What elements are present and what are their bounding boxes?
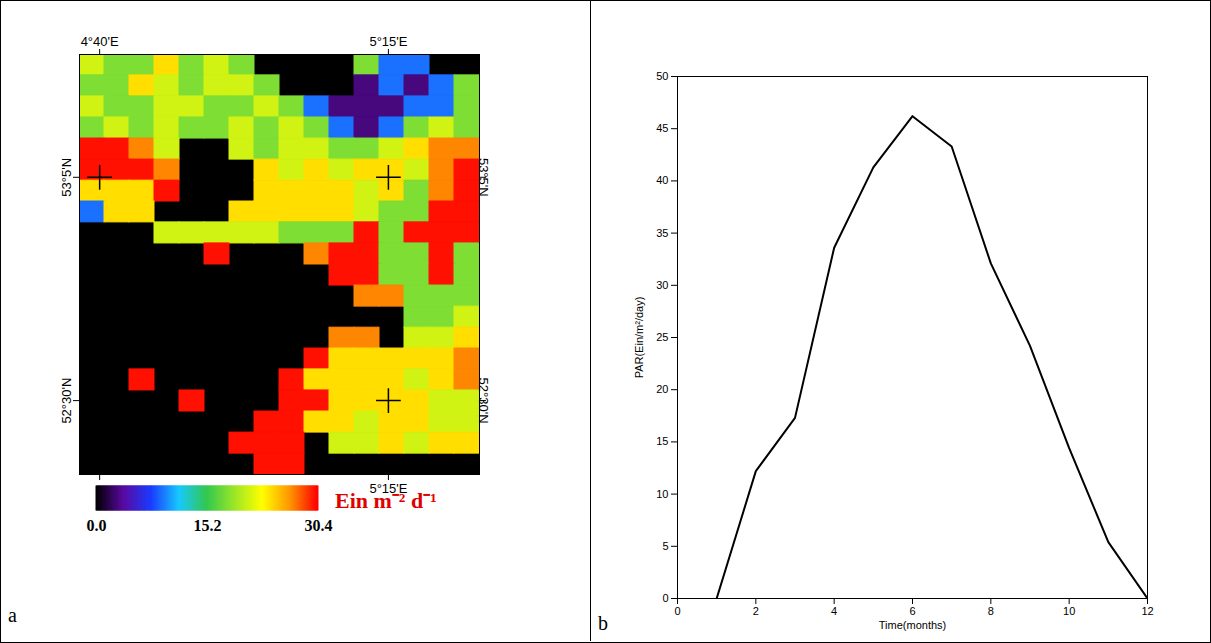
svg-text:5°15'E: 5°15'E bbox=[369, 34, 407, 49]
svg-text:53°5'N: 53°5'N bbox=[59, 158, 74, 197]
svg-text:8: 8 bbox=[988, 605, 994, 617]
svg-text:45: 45 bbox=[656, 122, 668, 134]
svg-text:15.2: 15.2 bbox=[194, 517, 222, 534]
svg-text:30: 30 bbox=[656, 279, 668, 291]
svg-text:10: 10 bbox=[1063, 605, 1075, 617]
svg-text:Time(months): Time(months) bbox=[879, 619, 946, 631]
svg-text:4: 4 bbox=[831, 605, 837, 617]
svg-text:10: 10 bbox=[656, 488, 668, 500]
svg-text:20: 20 bbox=[656, 383, 668, 395]
svg-text:52°30'N: 52°30'N bbox=[59, 378, 74, 424]
svg-text:40: 40 bbox=[656, 174, 668, 186]
svg-text:PAR(Ein/m²/day): PAR(Ein/m²/day) bbox=[633, 297, 645, 379]
svg-text:6: 6 bbox=[909, 605, 915, 617]
svg-text:25: 25 bbox=[656, 331, 668, 343]
svg-text:30.4: 30.4 bbox=[305, 517, 333, 534]
svg-text:0: 0 bbox=[674, 605, 680, 617]
svg-text:53°5'N: 53°5'N bbox=[476, 158, 491, 197]
svg-text:0.0: 0.0 bbox=[87, 517, 107, 534]
html-text:a: a bbox=[8, 604, 17, 626]
html-text:Ein m⁻² d⁻¹: Ein m⁻² d⁻¹ bbox=[335, 488, 437, 513]
svg-text:5: 5 bbox=[662, 540, 668, 552]
svg-text:15: 15 bbox=[656, 435, 668, 447]
svg-text:0: 0 bbox=[662, 592, 668, 604]
svg-text:35: 35 bbox=[656, 227, 668, 239]
svg-text:50: 50 bbox=[656, 70, 668, 82]
svg-text:52°30'N: 52°30'N bbox=[476, 378, 491, 424]
svg-text:2: 2 bbox=[753, 605, 759, 617]
html-text:b: b bbox=[598, 612, 608, 634]
svg-text:4°40'E: 4°40'E bbox=[81, 34, 119, 49]
svg-text:12: 12 bbox=[1141, 605, 1153, 617]
